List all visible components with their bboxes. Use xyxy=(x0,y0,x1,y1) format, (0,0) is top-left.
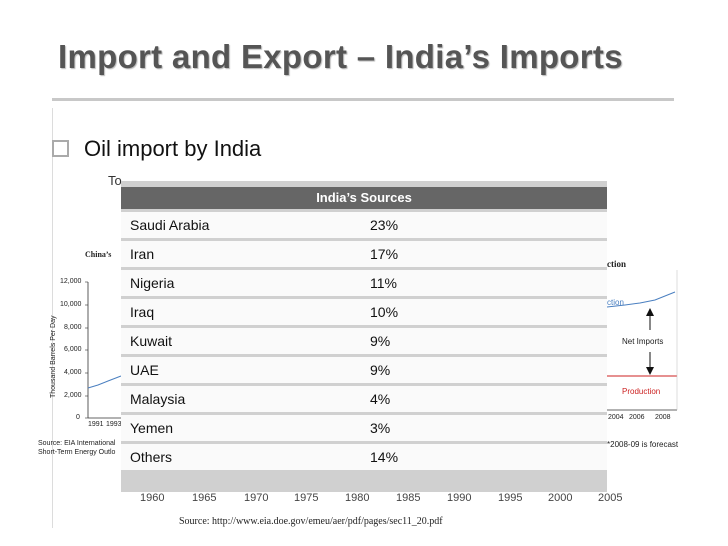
bullet-square-icon xyxy=(52,140,69,157)
share-cell: 9% xyxy=(370,362,391,378)
year-tick-label: 2000 xyxy=(548,492,573,504)
chart-title-fragment: China’s xyxy=(85,250,112,259)
india-sources-table: India’s Sources Saudi Arabia 23% Iran 17… xyxy=(121,181,607,492)
year-tick-label: 1965 xyxy=(192,492,217,504)
y-tick-label: 10,000 xyxy=(60,301,82,308)
country-cell: UAE xyxy=(130,362,159,378)
chart-legend-fragment: ction xyxy=(607,259,626,269)
country-cell: Iran xyxy=(130,246,155,262)
share-cell: 11% xyxy=(370,275,397,291)
table-row: Malaysia 4% xyxy=(121,386,607,412)
y-tick-label: 6,000 xyxy=(64,346,82,353)
year-tick-label: 1990 xyxy=(447,492,472,504)
country-cell: Others xyxy=(130,449,173,465)
share-cell: 23% xyxy=(370,217,399,233)
share-cell: 10% xyxy=(370,304,399,320)
country-cell: Malaysia xyxy=(130,391,186,407)
year-tick-label: 1980 xyxy=(345,492,370,504)
y-tick-label: 2,000 xyxy=(64,392,82,399)
y-axis-label: Thousand Barrels Per Day xyxy=(50,315,57,398)
table-row: Iran 17% xyxy=(121,241,607,267)
country-cell: Saudi Arabia xyxy=(130,217,210,233)
y-tick-label: 4,000 xyxy=(64,369,82,376)
table-row: Others 14% xyxy=(121,444,607,470)
table-row: Kuwait 9% xyxy=(121,328,607,354)
year-tick-label: 2005 xyxy=(598,492,623,504)
y-tick-label: 0 xyxy=(76,414,80,421)
share-cell: 9% xyxy=(370,333,391,349)
share-cell: 17% xyxy=(370,246,399,262)
table-row: Nigeria 11% xyxy=(121,270,607,296)
y-tick-label: 8,000 xyxy=(64,324,82,331)
source-note-line-2: Short-Term Energy Outlo xyxy=(38,449,116,456)
x-tick-label: 1991 xyxy=(88,421,104,428)
year-tick-label: 1975 xyxy=(294,492,319,504)
country-cell: Yemen xyxy=(130,420,174,436)
year-tick-label: 1960 xyxy=(140,492,165,504)
source-note-line-1: Source: EIA International xyxy=(38,440,116,447)
table-row: Iraq 10% xyxy=(121,299,607,325)
production-label: Production xyxy=(622,387,661,396)
country-cell: Kuwait xyxy=(130,333,173,349)
series-label-fragment: ction xyxy=(607,298,624,307)
net-imports-label: Net Imports xyxy=(622,337,664,346)
country-cell: Iraq xyxy=(130,304,155,320)
share-cell: 14% xyxy=(370,449,399,465)
share-cell: 4% xyxy=(370,391,391,407)
partial-heading-text: To xyxy=(108,173,122,188)
year-tick-label: 1995 xyxy=(498,492,523,504)
table-header: India’s Sources xyxy=(121,187,607,209)
table-row: Yemen 3% xyxy=(121,415,607,441)
country-cell: Nigeria xyxy=(130,275,175,291)
left-guide-line xyxy=(52,108,53,528)
table-row: Saudi Arabia 23% xyxy=(121,212,607,238)
forecast-note: *2008-09 is forecast xyxy=(607,440,679,449)
title-underline xyxy=(52,98,674,101)
table-row: UAE 9% xyxy=(121,357,607,383)
x-tick-label: 1993 xyxy=(106,421,122,428)
source-citation: Source: http://www.eia.doe.gov/emeu/aer/… xyxy=(179,516,443,527)
year-tick-label: 1970 xyxy=(244,492,269,504)
x-tick-label: 2004 xyxy=(608,414,624,421)
share-cell: 3% xyxy=(370,420,391,436)
year-tick-label: 1985 xyxy=(396,492,421,504)
bullet-text: Oil import by India xyxy=(84,136,262,161)
slide-title: Import and Export – India’s Imports xyxy=(58,38,623,75)
y-tick-label: 12,000 xyxy=(60,278,82,285)
x-tick-label: 2006 xyxy=(629,414,645,421)
x-tick-label: 2008 xyxy=(655,414,671,421)
